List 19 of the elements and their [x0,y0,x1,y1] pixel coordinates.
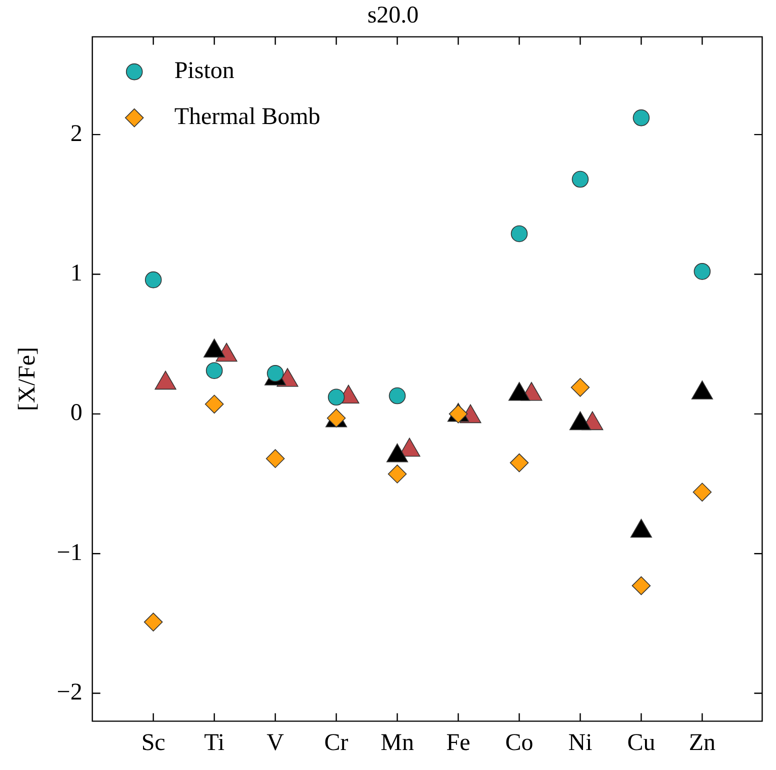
x-tick-label: Ti [204,730,225,756]
x-tick-label: Fe [446,730,470,756]
y-tick-label: 1 [70,260,82,287]
x-tick-label: Co [505,730,534,756]
y-tick-label: 0 [70,400,82,426]
x-tick-label: Cu [627,730,656,756]
y-axis-title: [X/Fe] [14,347,41,411]
x-tick-label: Zn [688,730,716,756]
y-tick-label: −1 [56,540,82,566]
y-tick-label: 2 [70,120,82,147]
x-tick-label: Cr [324,730,348,756]
legend-label: Piston [174,58,234,84]
x-tick-label: Mn [380,730,414,756]
x-tick-label: Ni [568,730,593,756]
y-tick-label: −2 [56,680,82,706]
chart-title: s20.0 [367,2,419,29]
legend-label: Thermal Bomb [174,104,320,130]
x-tick-label: V [266,730,285,756]
x-tick-label: Sc [141,730,166,756]
